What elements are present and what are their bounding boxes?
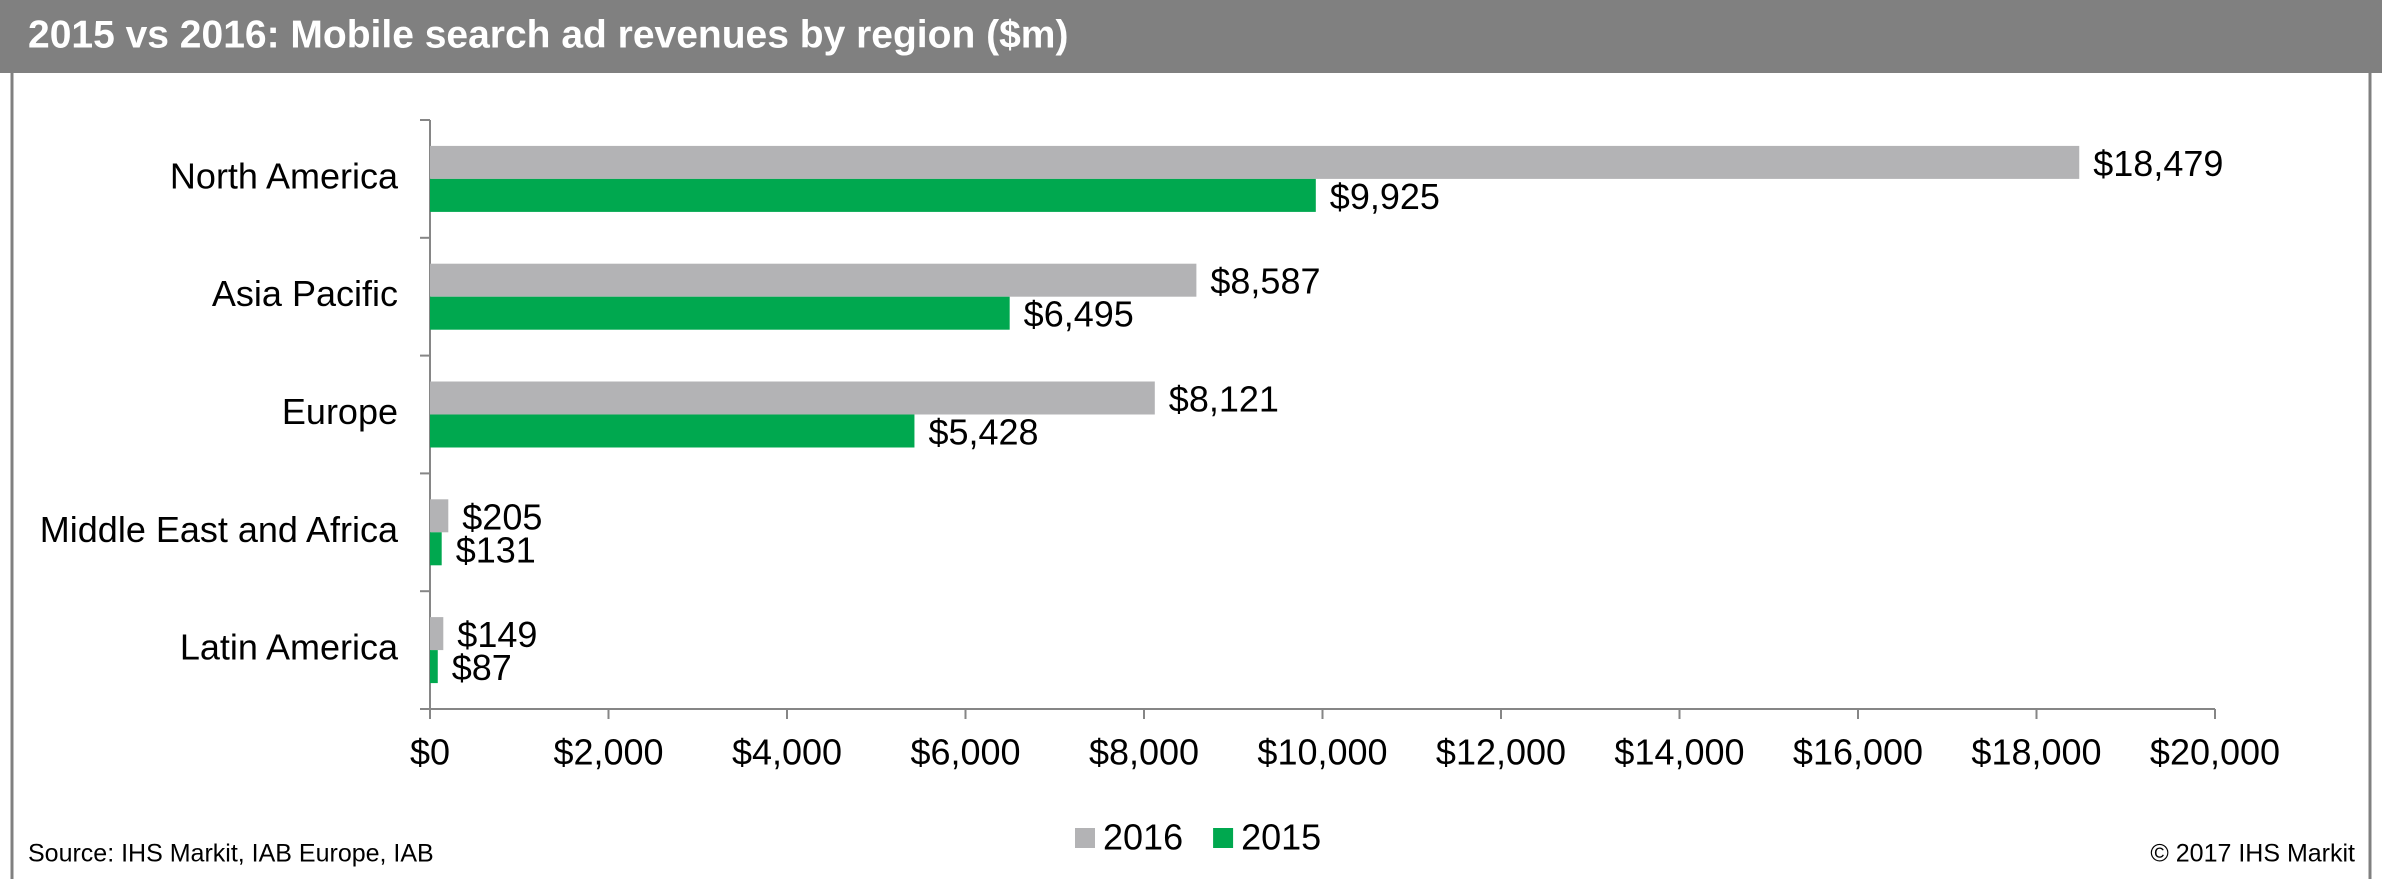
chart-title: 2015 vs 2016: Mobile search ad revenues … <box>28 13 1068 56</box>
value-label: $18,479 <box>2093 143 2223 184</box>
copyright: © 2017 IHS Markit <box>2150 840 2355 868</box>
bar <box>430 296 1010 330</box>
value-label: $87 <box>452 647 512 688</box>
bar <box>430 381 1155 415</box>
x-tick-label: $10,000 <box>1257 732 1387 773</box>
x-tick-label: $20,000 <box>2150 732 2280 773</box>
x-tick-label: $0 <box>410 732 450 773</box>
x-tick-label: $14,000 <box>1614 732 1744 773</box>
value-label: $8,121 <box>1169 379 1279 420</box>
y-tick-label: North America <box>170 155 399 196</box>
bar <box>430 263 1197 297</box>
value-label: $6,495 <box>1024 294 1134 335</box>
legend-swatch <box>1213 828 1234 848</box>
legend-swatch <box>1075 828 1095 848</box>
title-bar <box>0 0 2382 73</box>
x-tick-label: $12,000 <box>1436 732 1566 773</box>
bar <box>430 145 2080 179</box>
x-tick-label: $8,000 <box>1089 732 1199 773</box>
bar <box>430 414 915 448</box>
x-tick-label: $2,000 <box>553 732 663 773</box>
x-tick-label: $16,000 <box>1793 732 1923 773</box>
bar <box>430 499 449 533</box>
legend-label: 2016 <box>1103 817 1183 858</box>
bar <box>430 617 444 651</box>
value-label: $9,925 <box>1330 176 1440 217</box>
y-tick-label: Latin America <box>180 627 399 668</box>
y-tick-label: Europe <box>282 391 398 432</box>
value-label: $149 <box>457 614 537 655</box>
bar <box>430 178 1316 212</box>
value-label: $8,587 <box>1210 261 1320 302</box>
value-label: $131 <box>456 529 536 570</box>
y-tick-label: Asia Pacific <box>212 273 398 314</box>
x-tick-label: $18,000 <box>1971 732 2101 773</box>
legend-label: 2015 <box>1241 817 1321 858</box>
y-tick-label: Middle East and Africa <box>40 509 399 550</box>
x-tick-label: $6,000 <box>910 732 1020 773</box>
source: Source: IHS Markit, IAB Europe, IAB <box>28 840 434 868</box>
bar <box>430 650 438 684</box>
bar <box>430 532 442 566</box>
x-tick-label: $4,000 <box>732 732 842 773</box>
value-label: $5,428 <box>928 412 1038 453</box>
value-label: $205 <box>462 496 542 537</box>
